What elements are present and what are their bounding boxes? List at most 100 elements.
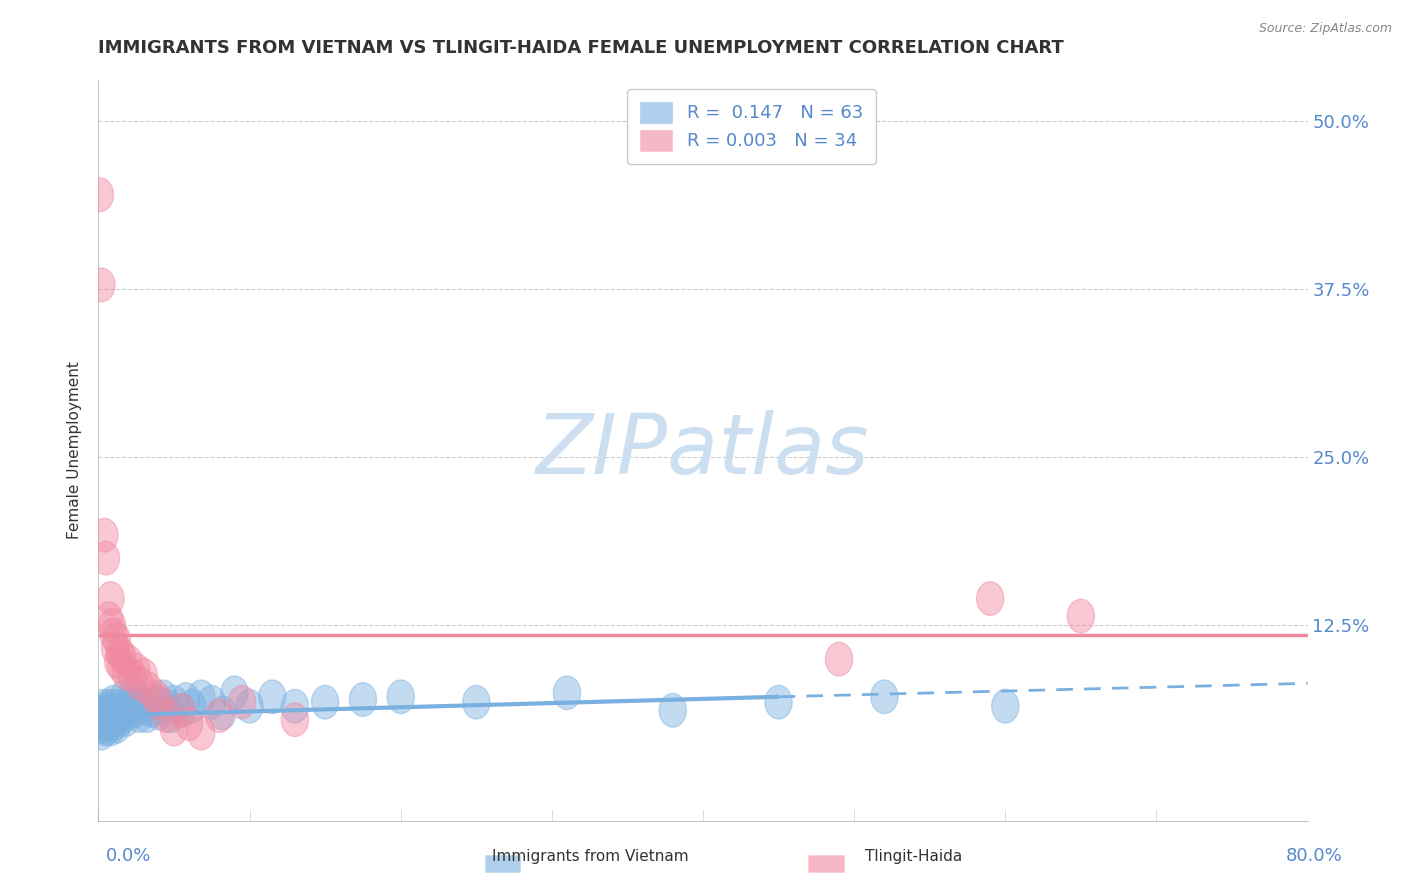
Ellipse shape bbox=[160, 713, 187, 746]
Ellipse shape bbox=[107, 696, 135, 730]
Y-axis label: Female Unemployment: Female Unemployment bbox=[67, 361, 83, 540]
Text: Source: ZipAtlas.com: Source: ZipAtlas.com bbox=[1258, 22, 1392, 36]
Ellipse shape bbox=[157, 698, 184, 732]
Text: ZIPatlas: ZIPatlas bbox=[536, 410, 870, 491]
Ellipse shape bbox=[94, 696, 121, 730]
Ellipse shape bbox=[176, 706, 202, 740]
Ellipse shape bbox=[153, 690, 180, 723]
Ellipse shape bbox=[145, 685, 173, 719]
Ellipse shape bbox=[205, 698, 233, 732]
Ellipse shape bbox=[97, 703, 124, 737]
Ellipse shape bbox=[112, 703, 139, 737]
Ellipse shape bbox=[135, 672, 162, 706]
Ellipse shape bbox=[208, 696, 236, 730]
Ellipse shape bbox=[118, 658, 145, 692]
Ellipse shape bbox=[463, 685, 489, 719]
Ellipse shape bbox=[142, 685, 170, 719]
Ellipse shape bbox=[870, 680, 898, 714]
Ellipse shape bbox=[94, 706, 121, 740]
Ellipse shape bbox=[312, 685, 339, 719]
Ellipse shape bbox=[127, 682, 155, 716]
Ellipse shape bbox=[98, 703, 125, 737]
Ellipse shape bbox=[221, 676, 247, 710]
Ellipse shape bbox=[118, 685, 145, 719]
Ellipse shape bbox=[87, 696, 115, 730]
Ellipse shape bbox=[112, 656, 139, 690]
Ellipse shape bbox=[125, 698, 153, 732]
Ellipse shape bbox=[101, 632, 129, 665]
Ellipse shape bbox=[187, 716, 215, 750]
Ellipse shape bbox=[765, 685, 792, 719]
Ellipse shape bbox=[131, 690, 157, 723]
Ellipse shape bbox=[991, 690, 1019, 723]
Ellipse shape bbox=[100, 685, 127, 719]
Ellipse shape bbox=[138, 693, 165, 727]
Ellipse shape bbox=[98, 608, 125, 642]
Ellipse shape bbox=[105, 636, 134, 669]
Ellipse shape bbox=[167, 693, 195, 727]
Ellipse shape bbox=[103, 622, 131, 656]
Ellipse shape bbox=[281, 703, 308, 737]
Ellipse shape bbox=[103, 690, 131, 723]
Ellipse shape bbox=[150, 680, 177, 714]
Ellipse shape bbox=[125, 666, 153, 700]
Ellipse shape bbox=[977, 582, 1004, 615]
Ellipse shape bbox=[120, 676, 146, 710]
Ellipse shape bbox=[93, 698, 120, 732]
Ellipse shape bbox=[259, 680, 285, 714]
Ellipse shape bbox=[100, 706, 127, 740]
Ellipse shape bbox=[349, 682, 377, 716]
Ellipse shape bbox=[91, 703, 118, 737]
Ellipse shape bbox=[100, 618, 127, 652]
Ellipse shape bbox=[387, 680, 415, 714]
Legend: R =  0.147   N = 63, R = 0.003   N = 34: R = 0.147 N = 63, R = 0.003 N = 34 bbox=[627, 89, 876, 163]
Text: Immigrants from Vietnam: Immigrants from Vietnam bbox=[492, 849, 689, 863]
Text: Tlingit-Haida: Tlingit-Haida bbox=[865, 849, 963, 863]
Ellipse shape bbox=[187, 680, 215, 714]
Ellipse shape bbox=[87, 268, 115, 301]
Ellipse shape bbox=[153, 698, 180, 732]
Ellipse shape bbox=[114, 690, 141, 723]
Ellipse shape bbox=[93, 541, 120, 575]
Ellipse shape bbox=[96, 602, 122, 635]
Ellipse shape bbox=[167, 693, 195, 727]
Ellipse shape bbox=[281, 690, 308, 723]
Ellipse shape bbox=[107, 649, 135, 682]
Ellipse shape bbox=[90, 710, 117, 743]
Ellipse shape bbox=[142, 680, 170, 714]
Ellipse shape bbox=[122, 693, 150, 727]
Ellipse shape bbox=[659, 693, 686, 727]
Ellipse shape bbox=[198, 685, 225, 719]
Ellipse shape bbox=[97, 713, 124, 746]
Ellipse shape bbox=[103, 710, 131, 743]
Ellipse shape bbox=[98, 693, 125, 727]
Ellipse shape bbox=[173, 682, 200, 716]
Text: 0.0%: 0.0% bbox=[105, 847, 150, 864]
Ellipse shape bbox=[101, 698, 129, 732]
Ellipse shape bbox=[110, 698, 136, 732]
Ellipse shape bbox=[115, 645, 142, 679]
Ellipse shape bbox=[825, 642, 852, 676]
Ellipse shape bbox=[96, 690, 122, 723]
Ellipse shape bbox=[93, 713, 120, 746]
Ellipse shape bbox=[236, 690, 263, 723]
Ellipse shape bbox=[87, 716, 115, 750]
Ellipse shape bbox=[97, 582, 124, 615]
Ellipse shape bbox=[86, 178, 114, 211]
Ellipse shape bbox=[179, 690, 205, 723]
Ellipse shape bbox=[131, 658, 157, 692]
Ellipse shape bbox=[145, 696, 173, 730]
Ellipse shape bbox=[91, 518, 118, 552]
Text: 80.0%: 80.0% bbox=[1286, 847, 1343, 864]
Ellipse shape bbox=[111, 680, 138, 714]
Ellipse shape bbox=[91, 693, 118, 727]
Ellipse shape bbox=[104, 693, 132, 727]
Ellipse shape bbox=[160, 685, 187, 719]
Text: IMMIGRANTS FROM VIETNAM VS TLINGIT-HAIDA FEMALE UNEMPLOYMENT CORRELATION CHART: IMMIGRANTS FROM VIETNAM VS TLINGIT-HAIDA… bbox=[98, 38, 1064, 56]
Ellipse shape bbox=[554, 676, 581, 710]
Ellipse shape bbox=[110, 640, 136, 673]
Ellipse shape bbox=[122, 653, 150, 687]
Ellipse shape bbox=[228, 685, 256, 719]
Ellipse shape bbox=[1067, 599, 1094, 632]
Ellipse shape bbox=[90, 690, 117, 723]
